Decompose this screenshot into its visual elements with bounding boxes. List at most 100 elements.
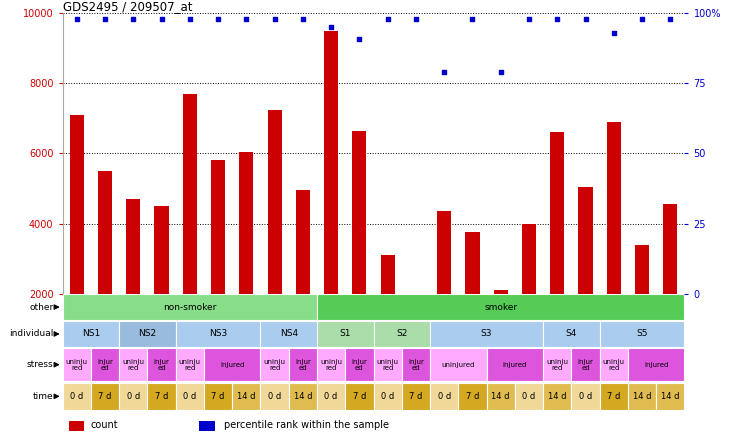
Text: NS2: NS2 (138, 329, 157, 338)
FancyBboxPatch shape (176, 383, 204, 410)
Text: 7 d: 7 d (211, 392, 224, 401)
FancyBboxPatch shape (515, 383, 543, 410)
FancyBboxPatch shape (147, 383, 176, 410)
Bar (98, 171, 112, 364)
FancyBboxPatch shape (261, 348, 289, 381)
Text: 14 d: 14 d (633, 392, 651, 401)
Text: 0 d: 0 d (381, 392, 394, 401)
FancyBboxPatch shape (147, 348, 176, 381)
Text: injur
ed: injur ed (295, 359, 311, 371)
FancyBboxPatch shape (261, 383, 289, 410)
FancyBboxPatch shape (345, 383, 373, 410)
FancyBboxPatch shape (459, 383, 486, 410)
FancyBboxPatch shape (317, 321, 373, 347)
FancyBboxPatch shape (176, 348, 204, 381)
Text: NS4: NS4 (280, 329, 298, 338)
Text: S5: S5 (637, 329, 648, 338)
Text: S4: S4 (566, 329, 577, 338)
Bar (437, 211, 451, 364)
Text: uninju
red: uninju red (263, 359, 286, 371)
Bar (63, 13, 684, 293)
Bar (635, 245, 649, 364)
FancyBboxPatch shape (571, 348, 600, 381)
Point (241, 16, 252, 23)
Text: percentile rank within the sample: percentile rank within the sample (224, 420, 389, 430)
Text: injur
ed: injur ed (408, 359, 424, 371)
FancyBboxPatch shape (119, 383, 147, 410)
Text: S3: S3 (481, 329, 492, 338)
Text: NS1: NS1 (82, 329, 100, 338)
Point (325, 24, 337, 31)
Bar (155, 206, 169, 364)
FancyBboxPatch shape (402, 348, 430, 381)
Text: injur
ed: injur ed (578, 359, 593, 371)
Text: 0 d: 0 d (127, 392, 140, 401)
FancyBboxPatch shape (63, 383, 91, 410)
FancyBboxPatch shape (289, 348, 317, 381)
Point (212, 16, 224, 23)
Text: injured: injured (220, 362, 244, 368)
FancyBboxPatch shape (543, 383, 571, 410)
FancyBboxPatch shape (430, 321, 543, 347)
Text: uninju
red: uninju red (179, 359, 201, 371)
FancyBboxPatch shape (317, 348, 345, 381)
Bar (296, 190, 310, 364)
FancyBboxPatch shape (402, 383, 430, 410)
FancyBboxPatch shape (261, 321, 317, 347)
Bar (183, 94, 197, 364)
Point (410, 16, 422, 23)
Text: 0 d: 0 d (523, 392, 536, 401)
Point (636, 16, 648, 23)
Point (99, 16, 111, 23)
Point (297, 16, 308, 23)
Bar (70, 115, 84, 364)
Text: injur
ed: injur ed (352, 359, 367, 371)
FancyBboxPatch shape (373, 383, 402, 410)
Bar (199, 421, 215, 431)
Text: 14 d: 14 d (492, 392, 510, 401)
Text: NS3: NS3 (209, 329, 227, 338)
Text: uninju
red: uninju red (546, 359, 568, 371)
Bar (239, 152, 253, 364)
FancyBboxPatch shape (63, 321, 119, 347)
Point (155, 16, 167, 23)
FancyBboxPatch shape (543, 321, 600, 347)
Point (665, 16, 676, 23)
FancyBboxPatch shape (317, 294, 684, 320)
Text: 7 d: 7 d (353, 392, 366, 401)
Text: S1: S1 (339, 329, 351, 338)
Bar (381, 255, 394, 364)
Bar (353, 131, 367, 364)
Text: 14 d: 14 d (661, 392, 679, 401)
FancyBboxPatch shape (232, 383, 261, 410)
Point (127, 16, 139, 23)
FancyBboxPatch shape (486, 348, 543, 381)
FancyBboxPatch shape (119, 321, 176, 347)
Text: time: time (33, 392, 54, 401)
FancyBboxPatch shape (600, 383, 628, 410)
Text: uninju
red: uninju red (320, 359, 342, 371)
FancyBboxPatch shape (628, 348, 684, 381)
Text: injur
ed: injur ed (97, 359, 113, 371)
Text: injur
ed: injur ed (154, 359, 169, 371)
Point (495, 69, 506, 76)
Point (269, 16, 280, 23)
Text: other: other (29, 302, 54, 312)
Bar (578, 187, 592, 364)
Point (439, 69, 450, 76)
FancyBboxPatch shape (571, 383, 600, 410)
Text: 7 d: 7 d (466, 392, 479, 401)
Bar (409, 360, 423, 364)
Text: 0 d: 0 d (268, 392, 281, 401)
Text: 7 d: 7 d (409, 392, 422, 401)
Point (353, 35, 365, 42)
Text: S2: S2 (396, 329, 408, 338)
FancyBboxPatch shape (204, 348, 261, 381)
FancyBboxPatch shape (91, 348, 119, 381)
Point (467, 16, 478, 23)
Text: 14 d: 14 d (294, 392, 312, 401)
Point (551, 16, 563, 23)
Text: GDS2495 / 209507_at: GDS2495 / 209507_at (63, 0, 192, 13)
Point (608, 29, 620, 36)
Text: smoker: smoker (484, 302, 517, 312)
